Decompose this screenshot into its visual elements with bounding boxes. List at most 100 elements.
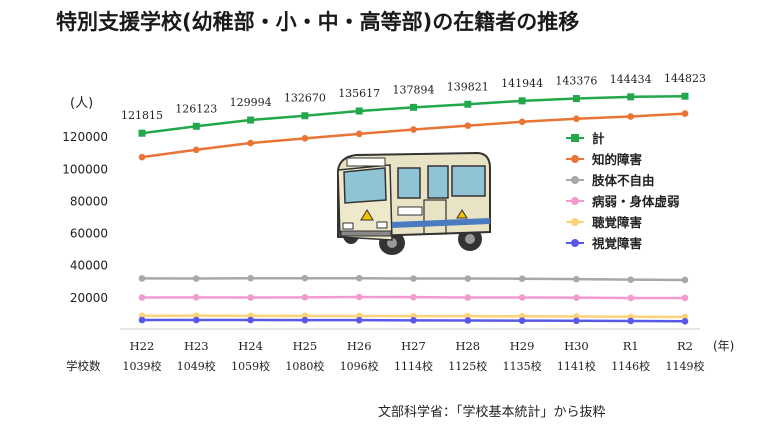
chart-legend: 計知的障害 肢体不自由 病弱・身体虚弱 聴覚障害 視覚障害	[566, 127, 680, 253]
data-point-0	[681, 92, 689, 100]
y-tick-label: 20000	[70, 291, 108, 305]
data-point-3	[627, 294, 634, 302]
legend-marker	[566, 196, 584, 206]
school-count-label: 1135校	[503, 359, 542, 373]
x-tick-label: H22	[130, 339, 155, 353]
data-point-0	[410, 103, 417, 111]
data-point-0	[138, 129, 146, 137]
legend-item: 計	[566, 127, 680, 148]
legend-item: 知的障害	[566, 148, 680, 169]
data-point-2	[301, 274, 309, 282]
school-count-label: 1059校	[231, 359, 270, 373]
data-point-3	[518, 294, 526, 301]
data-point-0	[247, 116, 255, 124]
data-label: 126123	[175, 102, 217, 115]
x-tick-label: H26	[347, 339, 372, 353]
data-point-2	[410, 275, 417, 282]
school-count-label: 1039校	[123, 359, 162, 373]
data-point-5	[301, 316, 309, 324]
y-tick-label: 100000	[62, 162, 108, 176]
y-tick-label: 40000	[70, 259, 108, 273]
school-count-label: 1049校	[177, 359, 216, 373]
data-point-1	[355, 130, 363, 138]
y-tick-label: 60000	[70, 227, 108, 241]
school-count-label: 1080校	[285, 359, 324, 373]
data-label: 135617	[338, 87, 380, 100]
chart-title: 特別支援学校(幼稚部・小・中・高等部)の在籍者の推移	[56, 10, 580, 34]
y-tick-label: 80000	[70, 194, 108, 208]
data-point-2	[518, 275, 526, 282]
data-point-3	[573, 294, 580, 301]
x-tick-label: H30	[564, 339, 589, 353]
x-axis-label: (年)	[713, 339, 734, 353]
source-note: 文部科学省：「学校基本統計」から抜粋	[378, 405, 606, 420]
data-label: 144823	[664, 72, 706, 85]
data-point-1	[518, 118, 526, 126]
legend-label: 知的障害	[592, 152, 643, 167]
x-tick-label: H27	[401, 339, 426, 353]
data-point-1	[138, 153, 146, 161]
bus-illustration	[337, 151, 491, 255]
y-tick-label: 120000	[62, 130, 108, 144]
data-point-3	[410, 293, 417, 301]
school-count-label: 1096校	[340, 359, 379, 373]
data-point-5	[193, 316, 200, 324]
data-point-1	[464, 122, 472, 129]
legend-marker	[566, 154, 584, 164]
row-label: 学校数	[66, 359, 101, 373]
data-point-5	[355, 316, 363, 324]
y-axis-label: (人)	[70, 96, 93, 111]
legend-label: 肢体不自由	[592, 173, 655, 188]
data-point-1	[573, 115, 580, 123]
data-point-2	[627, 276, 634, 283]
x-tick-label: H23	[184, 339, 209, 353]
data-point-2	[355, 274, 363, 282]
x-tick-label: H25	[293, 339, 318, 353]
legend-item: 聴覚障害	[566, 211, 680, 232]
data-point-5	[247, 316, 254, 324]
data-point-5	[627, 317, 634, 325]
legend-item: 肢体不自由	[566, 169, 680, 190]
data-label: 141944	[501, 77, 543, 90]
legend-label: 計	[592, 131, 605, 146]
data-point-5	[573, 317, 580, 325]
legend-marker	[566, 133, 584, 143]
data-point-5	[681, 317, 689, 325]
x-tick-label: R2	[677, 339, 693, 353]
x-tick-label: H28	[455, 339, 480, 353]
x-tick-label: H24	[238, 339, 263, 353]
data-point-0	[355, 107, 363, 115]
legend-label: 病弱・身体虚弱	[592, 194, 680, 209]
data-label: 139821	[447, 80, 489, 93]
data-point-1	[627, 113, 634, 120]
data-label: 137894	[393, 83, 435, 96]
data-label: 144434	[610, 73, 652, 86]
data-label: 132670	[284, 92, 326, 105]
data-point-1	[301, 135, 309, 142]
data-point-2	[138, 275, 146, 282]
data-point-2	[681, 276, 689, 284]
data-point-2	[247, 274, 254, 282]
data-point-0	[627, 93, 635, 101]
data-point-3	[681, 294, 689, 302]
data-label: 121815	[121, 109, 163, 122]
data-label: 143376	[555, 75, 597, 88]
legend-marker	[566, 217, 584, 227]
data-point-3	[138, 294, 146, 301]
data-point-2	[464, 275, 472, 282]
data-point-0	[464, 100, 472, 108]
data-point-0	[572, 95, 580, 103]
x-tick-label: R1	[623, 339, 639, 353]
data-point-5	[518, 317, 526, 324]
school-count-label: 1114校	[394, 359, 433, 373]
data-point-1	[681, 110, 689, 117]
data-point-1	[410, 126, 417, 133]
legend-item: 病弱・身体虚弱	[566, 190, 680, 211]
data-point-5	[138, 316, 146, 324]
data-point-3	[355, 293, 363, 301]
data-point-0	[301, 112, 309, 120]
data-point-1	[193, 146, 200, 154]
data-point-3	[247, 294, 254, 301]
school-count-label: 1149校	[666, 359, 705, 373]
